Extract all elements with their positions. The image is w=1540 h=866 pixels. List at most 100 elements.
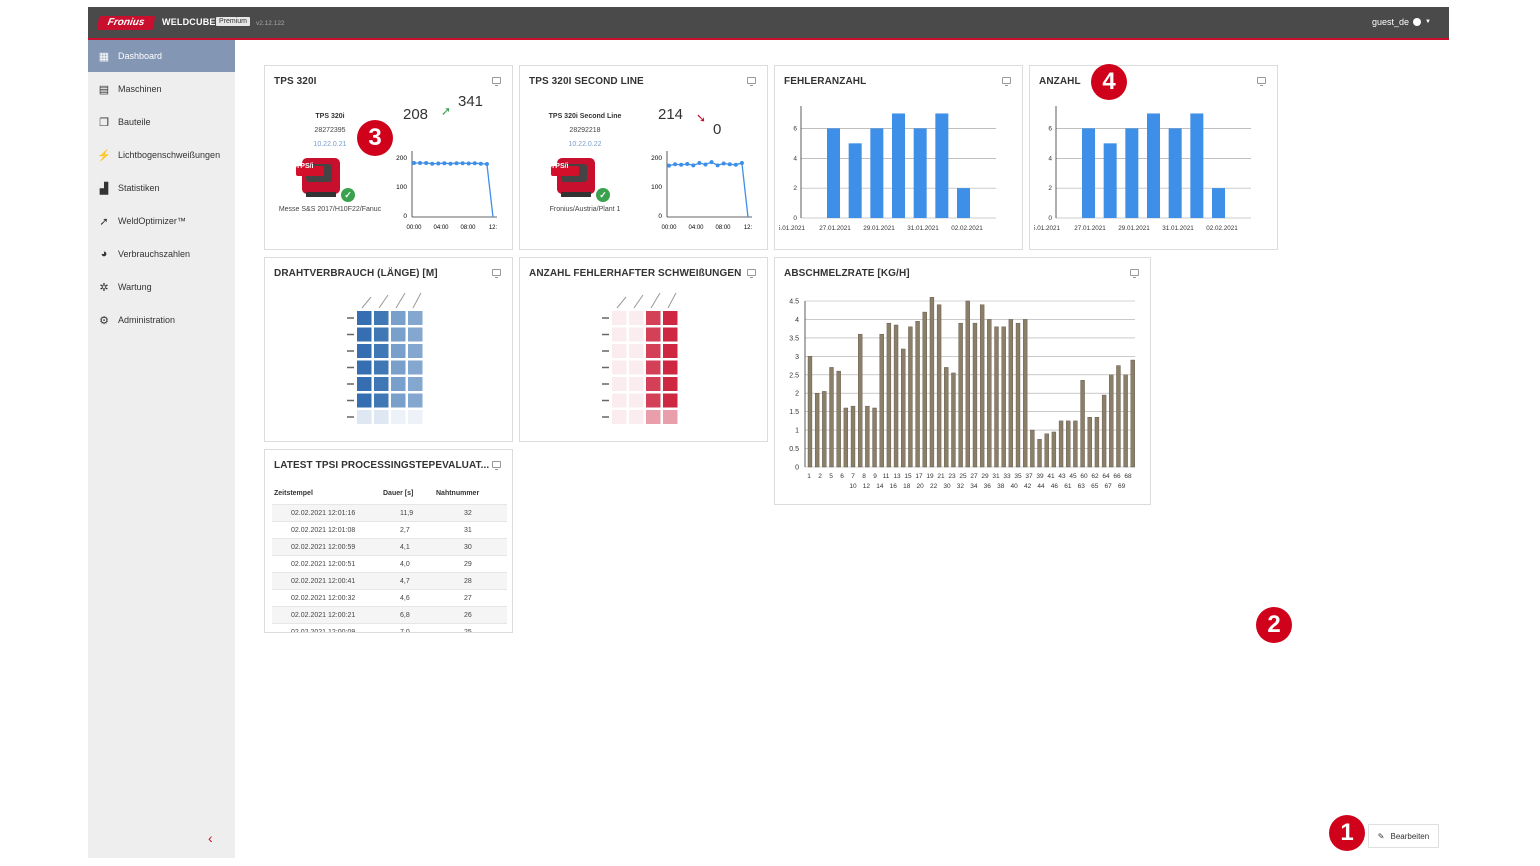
table-cell: 4,7 [400, 578, 410, 585]
x-tick-label: 29.01.2021 [1118, 225, 1150, 232]
weld-count-low: 208 [403, 106, 429, 123]
widget-fehleranzahl[interactable]: FEHLERANZAHL 0 2 4 6 5.01.2021 27.01.2021 29.0… [774, 65, 1023, 250]
anzahl-bar-chart: 0 2 4 6 5.01.2021 27.01.2021 29.01.2021 31.01.2… [1034, 106, 1251, 232]
sidebar-item-lichtbogenschweissungen[interactable]: ⚡ Lichtbogenschweißungen [88, 139, 235, 171]
x-tick-label: 38 [997, 483, 1005, 490]
heatmap-cell [629, 360, 644, 375]
widget-title: ANZAHL [1039, 76, 1081, 87]
widget-title: FEHLERANZAHL [784, 76, 867, 87]
widget-anzahl[interactable]: ANZAHL 0 2 4 6 5.01.2021 27.01.2021 29.01.2021… [1029, 65, 1278, 250]
collapse-sidebar-icon[interactable]: ‹ [208, 830, 213, 846]
widget-drahtverbrauch[interactable]: DRAHTVERBRAUCH (LÄNGE) [M] [264, 257, 513, 442]
monitor-icon[interactable] [747, 77, 756, 86]
x-tick-label: 20 [917, 483, 925, 490]
bar [1130, 359, 1135, 468]
column-label-mark [395, 293, 406, 309]
sidebar-item-dashboard[interactable]: ▦ Dashboard [88, 40, 235, 72]
bar [951, 372, 956, 468]
table-cell: 4,1 [400, 544, 410, 551]
table-row[interactable]: 02.02.2021 12:00:51 4,0 29 [272, 555, 507, 572]
fronius-logo[interactable]: Fronius [96, 16, 156, 30]
table-cell: 6,8 [400, 612, 410, 619]
x-tick-label: 61 [1064, 483, 1072, 490]
column-header[interactable]: Dauer [s] [383, 490, 414, 497]
table-row[interactable]: 02.02.2021 12:00:41 4,7 28 [272, 572, 507, 589]
sidebar-item-verbrauchszahlen[interactable]: ◕ Verbrauchszahlen [88, 238, 235, 270]
status-ok-icon: ✓ [596, 188, 610, 202]
x-tick-label: 34 [970, 483, 978, 490]
widget-title: ANZAHL FEHLERHAFTER SCHWEIßUNGEN [529, 268, 742, 279]
bar [1103, 143, 1117, 218]
data-point [715, 163, 720, 168]
monitor-icon[interactable] [492, 269, 501, 278]
table-row[interactable]: 02.02.2021 12:01:08 2,7 31 [272, 521, 507, 538]
machine-firmware: 10.22.0.21 [313, 141, 347, 148]
monitor-icon[interactable] [492, 461, 501, 470]
sidebar-item-wartung[interactable]: ✲ Wartung [88, 271, 235, 303]
x-tick-label: 6 [840, 473, 844, 480]
table-row[interactable]: 02.02.2021 12:00:09 7,0 25 [272, 623, 507, 633]
heatmap-cell [357, 327, 372, 342]
drahtverbrauch-heatmap [347, 293, 423, 424]
bar [1030, 429, 1035, 468]
table-row[interactable]: 02.02.2021 12:00:21 6,8 26 [272, 606, 507, 623]
dashboard-icon: ▦ [98, 50, 110, 63]
widget-tps-320i[interactable]: TPS 320I TPS 320i 28272395 10.22.0.21 TP… [264, 65, 513, 250]
table-row[interactable]: 02.02.2021 12:00:32 4,6 27 [272, 589, 507, 606]
x-tick-label: 66 [1113, 473, 1121, 480]
machine-location: Fronius/Austria/Plant 1 [549, 206, 621, 213]
monitor-icon[interactable] [1257, 77, 1266, 86]
sidebar-item-weldoptimizer[interactable]: ➚ WeldOptimizer™ [88, 205, 235, 237]
bar [915, 321, 920, 468]
data-point [472, 161, 477, 166]
sidebar-item-maschinen[interactable]: ▤ Maschinen [88, 73, 235, 105]
widget-tps-320i-second-line[interactable]: TPS 320I SECOND LINE TPS 320i Second Lin… [519, 65, 768, 250]
heatmap-cell [391, 344, 406, 358]
edit-button[interactable]: ✎ Bearbeiten [1368, 824, 1439, 848]
heatmap-cell [629, 311, 644, 325]
user-menu[interactable]: guest_de ▼ [1372, 17, 1431, 27]
bar [1125, 128, 1139, 218]
y-tick-label: 6 [793, 125, 797, 132]
data-point [679, 162, 684, 167]
machine-serial: 28292218 [569, 127, 601, 134]
table-cell: 25 [464, 629, 472, 633]
data-point [739, 160, 744, 165]
monitor-icon[interactable] [747, 269, 756, 278]
widget-title: TPS 320I SECOND LINE [529, 76, 644, 87]
x-tick-label: 13 [893, 473, 901, 480]
user-name: guest_de [1372, 17, 1410, 27]
sidebar-item-bauteile[interactable]: ❐ Bauteile [88, 106, 235, 138]
sidebar-item-statistiken[interactable]: ▟ Statistiken [88, 172, 235, 204]
bar [1082, 128, 1095, 218]
table-row[interactable]: 02.02.2021 12:00:59 4,1 30 [272, 538, 507, 555]
sidebar-item-administration[interactable]: ⚙ Administration [88, 304, 235, 336]
bar [836, 370, 841, 468]
heatmap-cell [646, 377, 661, 391]
x-tick-label: 39 [1036, 473, 1044, 480]
monitor-icon[interactable] [492, 77, 501, 86]
bar [865, 405, 870, 468]
table-cell: 7,0 [400, 629, 410, 633]
heatmap-cell [629, 344, 644, 358]
table-row[interactable]: 02.02.2021 12:01:16 11,9 32 [272, 504, 507, 521]
column-header[interactable]: Zeitstempel [274, 490, 313, 497]
column-header[interactable]: Nahtnummer [436, 490, 480, 497]
heatmap-cell [357, 377, 372, 391]
heatmap-cell [408, 344, 423, 358]
monitor-icon[interactable] [1130, 269, 1139, 278]
widget-title: DRAHTVERBRAUCH (LÄNGE) [M] [274, 268, 438, 279]
table-cell: 11,9 [400, 510, 414, 517]
bar [843, 407, 849, 468]
widget-fehlerhafte-schweissungen[interactable]: ANZAHL FEHLERHAFTER SCHWEIßUNGEN [519, 257, 768, 442]
data-point [454, 161, 459, 166]
bar [1037, 439, 1042, 468]
widget-latest-processing-steps[interactable]: LATEST TPSI PROCESSINGSTEPEVALUAT... Zei… [264, 449, 513, 633]
bar [913, 128, 927, 218]
x-tick-label: 27.01.2021 [1074, 225, 1106, 232]
x-tick-label: 5 [829, 473, 833, 480]
trend-down-icon: ➘ [696, 111, 707, 125]
table-cell: 02.02.2021 12:00:21 [291, 612, 356, 619]
monitor-icon[interactable] [1002, 77, 1011, 86]
widget-abschmelzrate[interactable]: ABSCHMELZRATE [KG/H] 0 0.5 1 1.5 2 2.5 3 3.5 4 4.… [774, 257, 1151, 505]
